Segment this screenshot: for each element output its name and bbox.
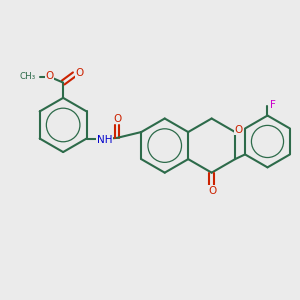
- Text: F: F: [270, 100, 276, 110]
- Text: O: O: [76, 68, 84, 78]
- Text: CH₃: CH₃: [20, 73, 36, 82]
- Text: O: O: [46, 71, 54, 81]
- Text: O: O: [113, 114, 122, 124]
- Text: O: O: [235, 125, 243, 135]
- Text: O: O: [208, 186, 216, 196]
- Text: NH: NH: [97, 135, 112, 145]
